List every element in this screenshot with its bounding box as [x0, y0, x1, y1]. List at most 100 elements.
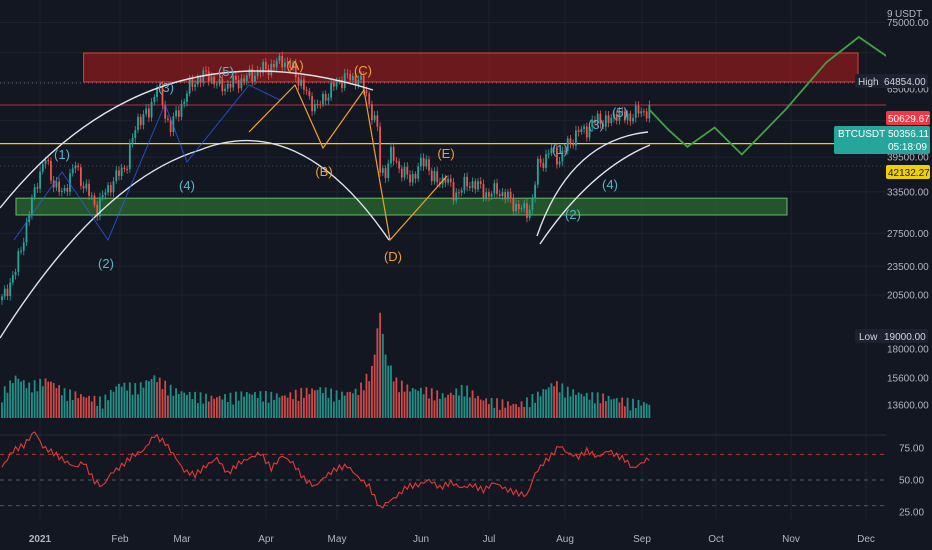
volume-bar — [332, 401, 335, 418]
candle-body — [433, 171, 436, 182]
volume-bar — [14, 375, 17, 418]
time-axis-label: Jul — [483, 534, 496, 545]
candle-body — [493, 183, 496, 194]
volume-bar — [425, 386, 428, 418]
volume-bar — [96, 405, 99, 418]
candle-body — [531, 198, 534, 210]
volume-bar — [583, 396, 585, 418]
candle-body — [180, 103, 183, 117]
volume-bar — [341, 391, 343, 418]
volume-bar — [256, 397, 259, 418]
volume-bar — [618, 402, 621, 418]
volume-bar — [368, 381, 371, 418]
volume-bar — [107, 400, 109, 418]
candle-body — [577, 130, 580, 133]
candle-body — [360, 75, 362, 80]
recent-wave-label: (5) — [612, 105, 628, 120]
volume-bar — [161, 389, 164, 418]
volume-bar — [577, 392, 580, 418]
volume-bar — [327, 397, 330, 418]
candle-body — [305, 89, 308, 91]
candle-body — [186, 93, 188, 102]
candle-body — [536, 158, 539, 185]
candle-body — [613, 114, 615, 118]
time-axis-label: Apr — [258, 534, 274, 545]
candle-body — [452, 182, 455, 201]
price-tick-label: 18000.00 — [887, 345, 929, 356]
volume-bar — [439, 398, 441, 418]
candle-body — [558, 161, 561, 165]
candle-body — [1, 296, 3, 301]
volume-bar — [406, 384, 409, 418]
volume-bar — [167, 395, 169, 418]
low-tag — [855, 329, 928, 343]
volume-bar — [145, 380, 148, 418]
volume-bar — [9, 380, 12, 418]
candle-body — [79, 167, 82, 186]
volume-bar — [362, 390, 365, 418]
volume-bar — [226, 402, 229, 418]
candle-body — [229, 83, 232, 88]
volume-bar — [447, 394, 449, 418]
candle-body — [213, 76, 216, 85]
volume-bar — [294, 389, 297, 418]
volume-bar — [580, 393, 583, 418]
volume-bar — [555, 381, 558, 418]
candle-body — [11, 275, 14, 283]
high-tag-label: High — [858, 77, 879, 88]
candle-body — [479, 181, 482, 185]
candle-body — [539, 158, 542, 163]
time-axis-label: Aug — [556, 534, 574, 545]
time-axis-label: Nov — [782, 534, 800, 545]
volume-bar — [604, 401, 607, 418]
candle-body — [191, 79, 194, 87]
volume-bar — [575, 394, 577, 418]
volume-bar — [351, 393, 354, 418]
volume-bar — [194, 391, 197, 418]
volume-bar — [139, 382, 142, 418]
red-line-value: 50629.67 — [888, 114, 930, 125]
candle-body — [175, 110, 177, 117]
candle-body — [335, 80, 338, 87]
candle-body — [303, 79, 305, 90]
candle-body — [604, 115, 607, 127]
candle-body — [273, 63, 275, 68]
arc-2 — [536, 131, 649, 237]
candle-body — [99, 197, 101, 217]
volume-bar — [621, 397, 624, 418]
volume-bar — [1, 402, 3, 418]
candle-body — [569, 138, 572, 144]
volume-bar — [39, 378, 41, 418]
volume-bar — [526, 397, 528, 418]
volume-bar — [558, 392, 561, 418]
volume-bar — [305, 387, 308, 418]
volume-bar — [213, 398, 216, 418]
volume-bar — [395, 377, 398, 418]
volume-bar — [311, 388, 313, 418]
impulse-wave-label: (1) — [54, 147, 70, 162]
candle-body — [430, 170, 433, 182]
candle-body — [9, 282, 12, 297]
recent-wave-label: (1) — [552, 142, 568, 157]
candle-body — [88, 183, 90, 196]
candle-body — [632, 117, 634, 122]
candle-body — [414, 173, 417, 179]
candle-body — [447, 178, 449, 183]
volume-bar — [55, 388, 58, 418]
candle-body — [107, 185, 109, 193]
candle-body — [308, 90, 311, 97]
candle-body — [270, 63, 273, 76]
volume-bar — [297, 400, 300, 418]
volume-bar — [240, 391, 243, 418]
wave-drawings: (1) (2) (3) (4) (5) (A) (B) (C) (D) (E) (1) (2) (3) (… — [13, 58, 628, 271]
candle-body — [172, 116, 175, 132]
candle-body — [39, 171, 41, 189]
volume-bar — [36, 391, 39, 418]
volume-bar — [498, 409, 501, 418]
volume-bar — [390, 365, 392, 418]
volume-bar — [376, 328, 379, 418]
volume-bar — [31, 392, 33, 418]
volume-bar — [128, 382, 131, 418]
candle-body — [327, 97, 330, 101]
